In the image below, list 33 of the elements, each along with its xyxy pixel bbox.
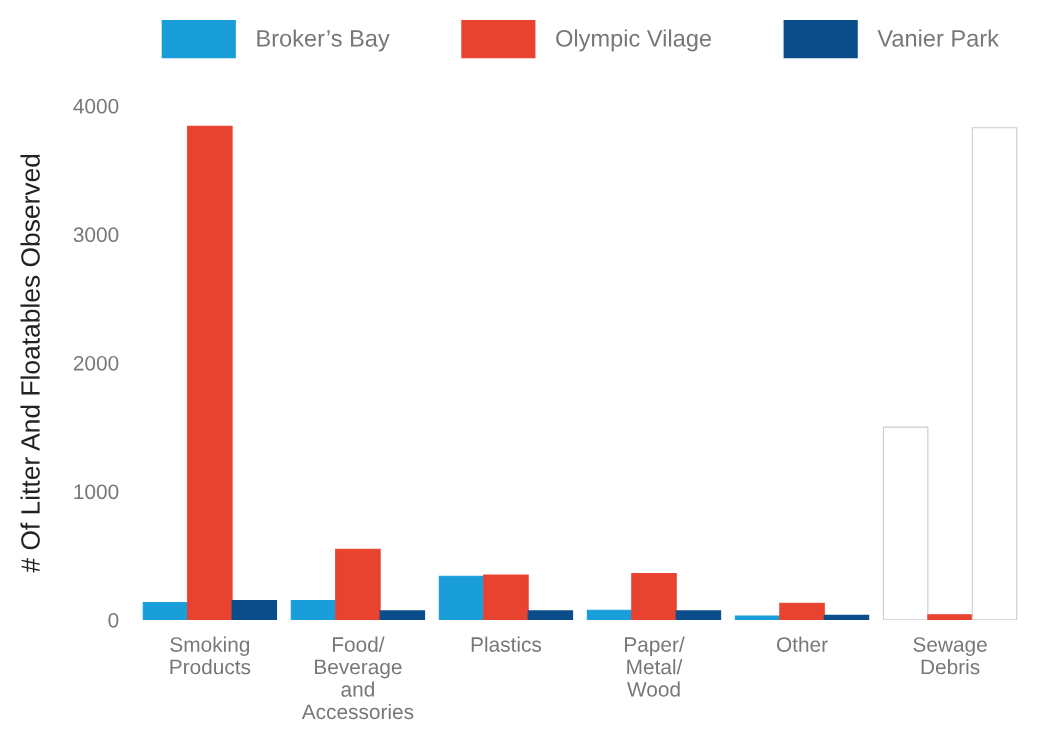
bar [290,600,337,620]
bar [187,125,233,620]
bar [971,127,1018,620]
bar [335,548,381,620]
bar [927,614,973,620]
x-tick-label: Smoking Products [170,636,251,675]
bar [631,573,677,620]
x-tick-label: Food/ Beverage and Accessories [301,636,414,720]
y-tick-label: 1000 [74,484,119,500]
bar [586,609,633,620]
bar [734,615,781,620]
y-axis-title: # Of Litter And Floatables Observed [20,154,40,573]
x-tick-label: Plastics [471,636,542,652]
bar [779,602,825,620]
legend-label: Vanier Park [877,29,999,47]
y-tick-label: 2000 [73,355,119,371]
x-tick-label: Sewage Debris [913,637,987,675]
y-tick-label: 3000 [73,227,119,243]
bar [823,614,870,620]
x-tick-label: Other [776,636,828,652]
legend-label: Broker’s Bay [257,29,390,52]
bar [527,610,574,620]
bar [675,610,722,620]
legend-label: Olympic Vilage [556,29,712,52]
x-tick-label: Paper/ Metal/ Wood [625,636,685,697]
bar [231,600,278,620]
y-tick-label: 0 [108,612,119,628]
bar [483,574,529,620]
bar [882,426,929,620]
bar [379,610,426,620]
y-tick-label: 4000 [73,98,119,114]
bar [438,575,485,620]
bar [142,602,189,620]
